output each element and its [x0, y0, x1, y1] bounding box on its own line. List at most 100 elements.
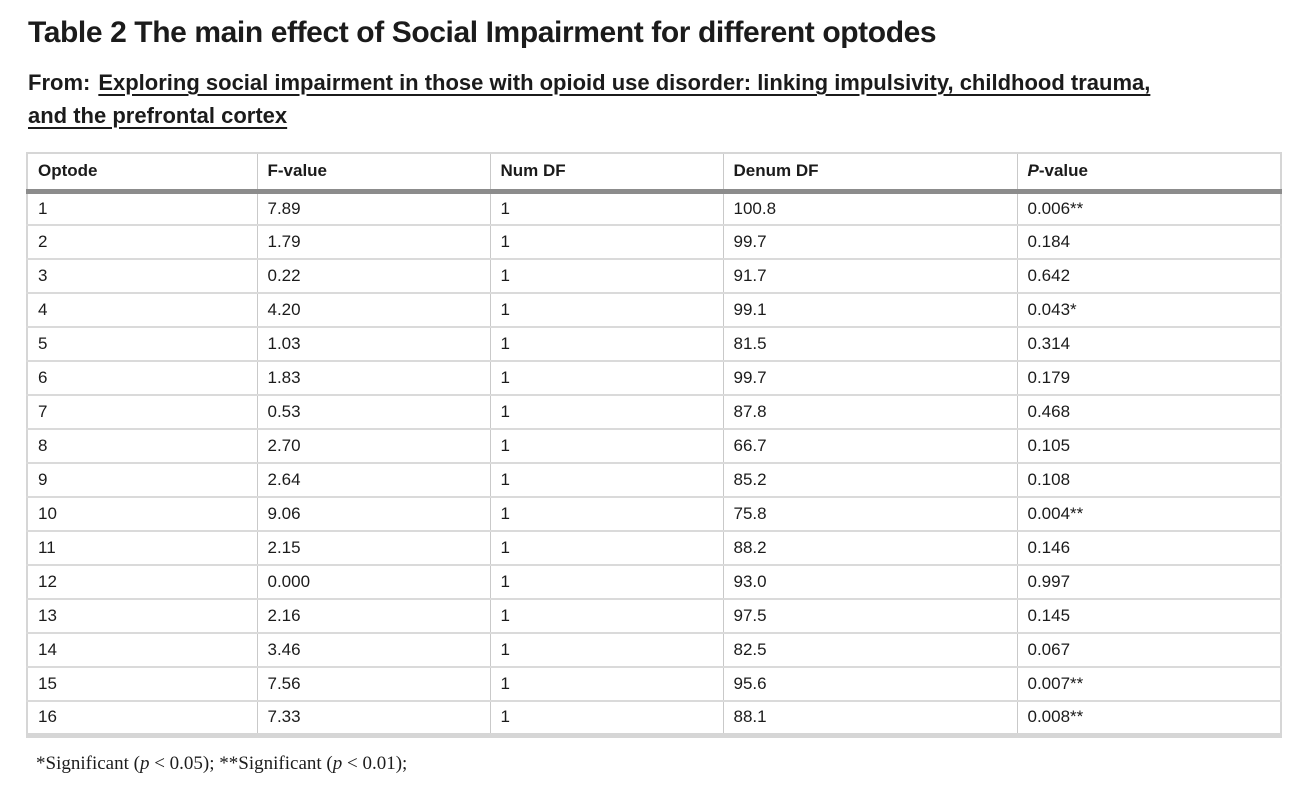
table-cell: 93.0	[723, 565, 1018, 600]
table-cell: 13	[27, 599, 258, 634]
table-cell: 81.5	[723, 327, 1018, 362]
table-row: 9 2.64 1 85.2 0.108	[27, 463, 1281, 498]
table-row: 10 9.06 1 75.8 0.004**	[27, 497, 1281, 532]
table-cell: 1	[490, 667, 724, 702]
table-header-row: Optode F-value Num DF Denum DF P-value	[27, 153, 1281, 194]
table-row: 4 4.20 1 99.1 0.043*	[27, 293, 1281, 328]
table-row: 13 2.16 1 97.5 0.145	[27, 599, 1281, 634]
table-cell: 0.000	[257, 565, 491, 600]
article-link[interactable]: Exploring social impairment in those wit…	[28, 70, 1151, 128]
table-row: 3 0.22 1 91.7 0.642	[27, 259, 1281, 294]
table-cell: 0.642	[1017, 259, 1281, 294]
table-cell: 0.043*	[1017, 293, 1281, 328]
table-cell: 0.468	[1017, 395, 1281, 430]
table-cell: 2.64	[257, 463, 491, 498]
column-header: Optode	[27, 153, 258, 194]
table-cell: 75.8	[723, 497, 1018, 532]
table-row: 6 1.83 1 99.7 0.179	[27, 361, 1281, 396]
table-cell: 7.89	[257, 191, 491, 226]
page-title: Table 2 The main effect of Social Impair…	[28, 16, 937, 49]
table-cell: 0.53	[257, 395, 491, 430]
table-cell: 4	[27, 293, 258, 328]
table-row: 11 2.15 1 88.2 0.146	[27, 531, 1281, 566]
table-head: Optode F-value Num DF Denum DF P-value	[27, 153, 1281, 194]
table-cell: 0.007**	[1017, 667, 1281, 702]
table-cell: 88.1	[723, 701, 1018, 735]
table-cell: 10	[27, 497, 258, 532]
table-row: 16 7.33 1 88.1 0.008**	[27, 701, 1281, 735]
table-cell: 2.16	[257, 599, 491, 634]
table-cell: 97.5	[723, 599, 1018, 634]
footnote-part: *Significant (	[36, 752, 140, 774]
table-row: 7 0.53 1 87.8 0.468	[27, 395, 1281, 430]
table-row: 1 7.89 1 100.8 0.006**	[27, 191, 1281, 226]
table-cell: 8	[27, 429, 258, 464]
table-cell: 99.7	[723, 225, 1018, 260]
table-row: 15 7.56 1 95.6 0.007**	[27, 667, 1281, 702]
footnote-part: < 0.05); **Significant (	[149, 752, 333, 774]
table-row: 5 1.03 1 81.5 0.314	[27, 327, 1281, 362]
table-cell: 1	[490, 599, 724, 634]
table-cell: 0.145	[1017, 599, 1281, 634]
table-cell: 0.146	[1017, 531, 1281, 566]
table-cell: 82.5	[723, 633, 1018, 668]
column-header: Denum DF	[723, 153, 1018, 194]
table-cell: 1	[490, 361, 724, 396]
table-cell: 0.184	[1017, 225, 1281, 260]
table-cell: 5	[27, 327, 258, 362]
table-cell: 95.6	[723, 667, 1018, 702]
column-header: Num DF	[490, 153, 724, 194]
table-cell: 7.56	[257, 667, 491, 702]
table-row: 14 3.46 1 82.5 0.067	[27, 633, 1281, 668]
table-cell: 0.314	[1017, 327, 1281, 362]
table-cell: 6	[27, 361, 258, 396]
table-cell: 0.067	[1017, 633, 1281, 668]
table-cell: 9	[27, 463, 258, 498]
table-cell: 100.8	[723, 191, 1018, 226]
table-cell: 1	[490, 259, 724, 294]
table-cell: 1	[490, 225, 724, 260]
footnote-italic-part: p	[139, 752, 150, 774]
table-cell: 66.7	[723, 429, 1018, 464]
table-cell: 1	[490, 463, 724, 498]
table-cell: 9.06	[257, 497, 491, 532]
footnote-italic-part: p	[332, 752, 343, 774]
table-cell: 85.2	[723, 463, 1018, 498]
table-cell: 0.008**	[1027, 707, 1084, 727]
table-cell: 1	[490, 565, 724, 600]
table-cell: 2	[27, 225, 258, 260]
table-cell: 1	[490, 429, 724, 464]
table-cell: 1.79	[257, 225, 491, 260]
table-cell: 14	[27, 633, 258, 668]
table-row: 8 2.70 1 66.7 0.105	[27, 429, 1281, 464]
table-cell: 99.7	[723, 361, 1018, 396]
table-cell: 1	[490, 633, 724, 668]
source-line: From: Exploring social impairment in thos…	[28, 66, 1188, 132]
column-header: F-value	[257, 153, 491, 194]
table-cell: 3.46	[257, 633, 491, 668]
table-cell: 15	[27, 667, 258, 702]
table-cell: 12	[27, 565, 258, 600]
table-cell: 0.179	[1017, 361, 1281, 396]
table-cell: 11	[27, 531, 258, 566]
table-cell: 0.004**	[1017, 497, 1281, 532]
table-cell: 1	[490, 191, 724, 226]
table-cell: 99.1	[723, 293, 1018, 328]
table-cell: 87.8	[723, 395, 1018, 430]
table-cell: 3	[27, 259, 258, 294]
table-cell: 1.83	[257, 361, 491, 396]
table-cell: 1	[490, 395, 724, 430]
table-cell: 2.15	[257, 531, 491, 566]
table-cell: 0.006**	[1017, 191, 1281, 226]
table-cell: 1	[490, 293, 724, 328]
table-cell: 1	[490, 701, 724, 735]
table-cell: 0.22	[257, 259, 491, 294]
data-table: Optode F-value Num DF Denum DF P-value 1 7.89…	[26, 152, 1282, 738]
article-table-page: Table 2 The main effect of Social Impair…	[26, 16, 1282, 774]
table-cell: 1	[490, 497, 724, 532]
footnote-part: < 0.01);	[342, 752, 408, 774]
from-label: From:	[28, 70, 91, 95]
table-cell: 1	[27, 191, 258, 226]
table-cell: 1.03	[257, 327, 491, 362]
table-cell: 7	[27, 395, 258, 430]
